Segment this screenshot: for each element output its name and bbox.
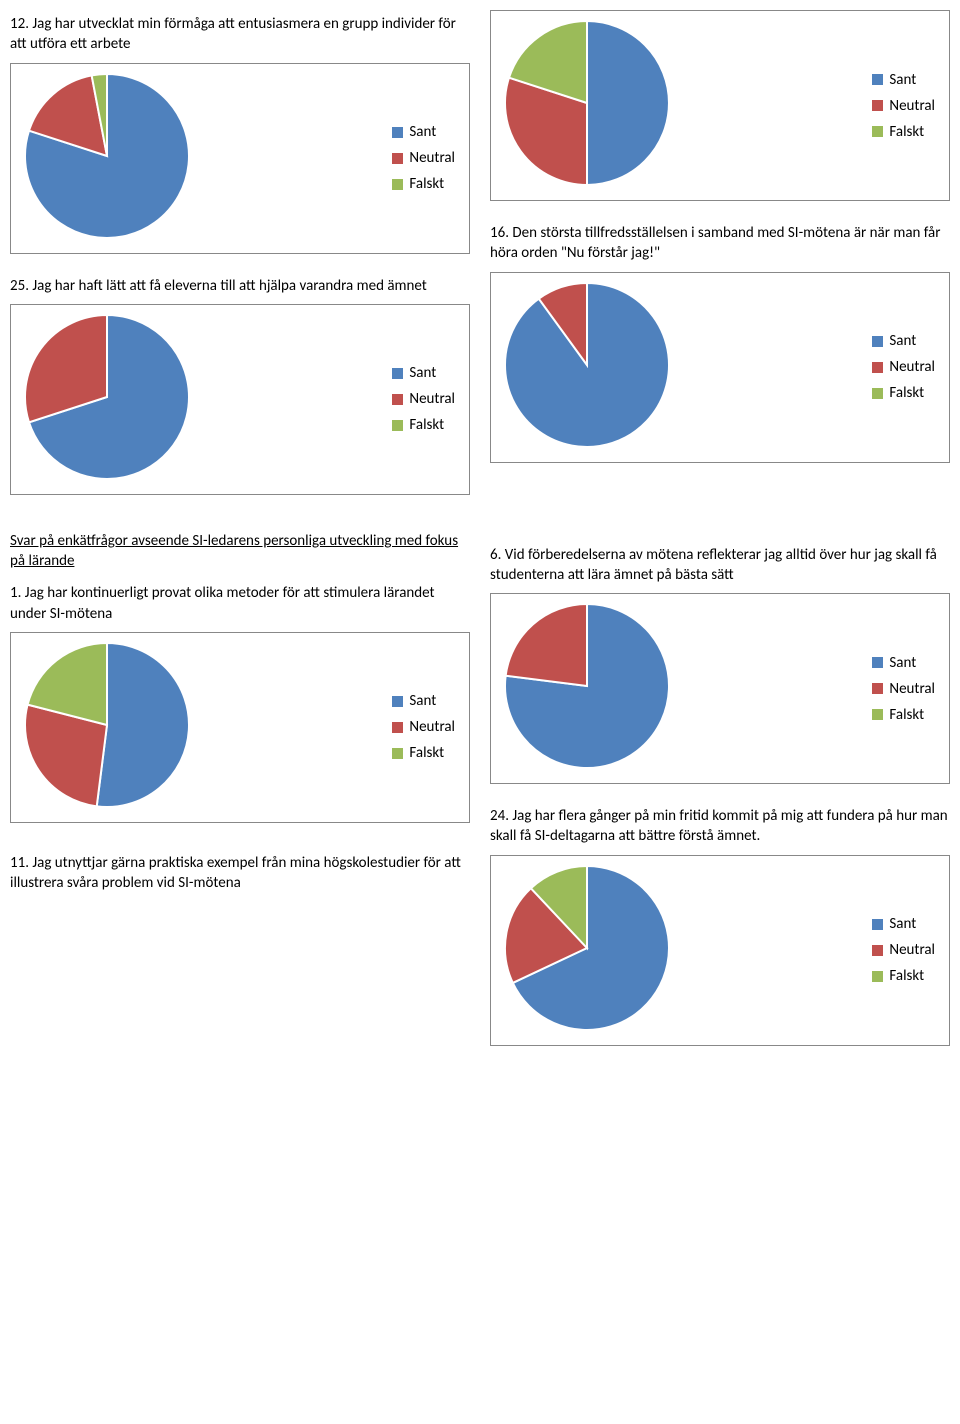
falskt-swatch <box>872 971 883 982</box>
q25-legend: Sant Neutral Falskt <box>392 364 455 434</box>
legend-label-falskt: Falskt <box>409 416 444 434</box>
legend-label-neutral: Neutral <box>409 390 455 408</box>
q12-text: 12. Jag har utvecklat min förmåga att en… <box>10 14 470 55</box>
legend-label-sant: Sant <box>409 364 436 382</box>
legend-item-neutral: Neutral <box>872 358 935 376</box>
legend-label-falskt: Falskt <box>889 123 924 141</box>
legend-label-falskt: Falskt <box>889 706 924 724</box>
legend-item-sant: Sant <box>872 654 935 672</box>
legend-item-neutral: Neutral <box>392 718 455 736</box>
legend-item-sant: Sant <box>872 332 935 350</box>
legend-label-sant: Sant <box>889 654 916 672</box>
q24-text: 24. Jag har flera gånger på min fritid k… <box>490 806 950 847</box>
legend-item-falskt: Falskt <box>872 706 935 724</box>
qtop-legend: Sant Neutral Falskt <box>872 71 935 141</box>
qtop-pie <box>505 21 669 190</box>
legend-label-sant: Sant <box>889 915 916 933</box>
q16-pie <box>505 283 669 452</box>
legend-label-sant: Sant <box>409 123 436 141</box>
legend-label-neutral: Neutral <box>889 358 935 376</box>
q12-legend: Sant Neutral Falskt <box>392 123 455 193</box>
legend-item-sant: Sant <box>872 915 935 933</box>
q1-pie <box>25 643 189 812</box>
q6-legend: Sant Neutral Falskt <box>872 654 935 724</box>
falskt-swatch <box>392 420 403 431</box>
legend-item-falskt: Falskt <box>392 416 455 434</box>
sant-swatch <box>392 127 403 138</box>
legend-label-sant: Sant <box>889 332 916 350</box>
q25-chart: Sant Neutral Falskt <box>10 304 470 495</box>
q25-pie <box>25 315 189 484</box>
legend-label-falskt: Falskt <box>889 384 924 402</box>
neutral-swatch <box>392 722 403 733</box>
legend-item-falskt: Falskt <box>872 123 935 141</box>
legend-label-sant: Sant <box>889 71 916 89</box>
legend-item-neutral: Neutral <box>872 680 935 698</box>
sant-swatch <box>872 74 883 85</box>
legend-label-neutral: Neutral <box>409 718 455 736</box>
neutral-swatch <box>872 945 883 956</box>
q24-chart: Sant Neutral Falskt <box>490 855 950 1046</box>
falskt-swatch <box>872 388 883 399</box>
legend-label-falskt: Falskt <box>889 967 924 985</box>
q24-legend: Sant Neutral Falskt <box>872 915 935 985</box>
q12-pie <box>25 74 189 243</box>
legend-label-sant: Sant <box>409 692 436 710</box>
right-column: Sant Neutral Falskt 16. Den största tillfr… <box>490 10 950 1064</box>
legend-item-neutral: Neutral <box>872 97 935 115</box>
q16-legend: Sant Neutral Falskt <box>872 332 935 402</box>
legend-label-falskt: Falskt <box>409 175 444 193</box>
sant-swatch <box>872 336 883 347</box>
legend-label-falskt: Falskt <box>409 744 444 762</box>
legend-label-neutral: Neutral <box>889 97 935 115</box>
legend-label-neutral: Neutral <box>409 149 455 167</box>
q6-text: 6. Vid förberedelserna av mötena reflekt… <box>490 545 950 586</box>
neutral-swatch <box>392 394 403 405</box>
legend-label-neutral: Neutral <box>889 941 935 959</box>
sant-swatch <box>872 657 883 668</box>
q16-chart: Sant Neutral Falskt <box>490 272 950 463</box>
legend-item-neutral: Neutral <box>392 149 455 167</box>
q6-pie <box>505 604 669 773</box>
falskt-swatch <box>872 126 883 137</box>
q6-chart: Sant Neutral Falskt <box>490 593 950 784</box>
neutral-swatch <box>872 100 883 111</box>
q11-text: 11. Jag utnyttjar gärna praktiska exempe… <box>10 853 470 894</box>
legend-item-neutral: Neutral <box>872 941 935 959</box>
neutral-swatch <box>872 362 883 373</box>
legend-label-neutral: Neutral <box>889 680 935 698</box>
left-column: 12. Jag har utvecklat min förmåga att en… <box>10 10 470 1064</box>
falskt-swatch <box>392 748 403 759</box>
legend-item-sant: Sant <box>392 364 455 382</box>
sant-swatch <box>392 368 403 379</box>
legend-item-sant: Sant <box>872 71 935 89</box>
falskt-swatch <box>392 179 403 190</box>
neutral-swatch <box>392 153 403 164</box>
legend-item-falskt: Falskt <box>392 175 455 193</box>
q12-chart: Sant Neutral Falskt <box>10 63 470 254</box>
falskt-swatch <box>872 709 883 720</box>
heading-larande: Svar på enkätfrågor avseende SI-ledarens… <box>10 531 470 572</box>
q25-text: 25. Jag har haft lätt att få eleverna ti… <box>10 276 470 296</box>
q16-text: 16. Den största tillfredsställelsen i sa… <box>490 223 950 264</box>
qtop-chart: Sant Neutral Falskt <box>490 10 950 201</box>
q1-text: 1. Jag har kontinuerligt provat olika me… <box>10 583 470 624</box>
legend-item-neutral: Neutral <box>392 390 455 408</box>
legend-item-falskt: Falskt <box>392 744 455 762</box>
neutral-swatch <box>872 683 883 694</box>
q24-pie <box>505 866 669 1035</box>
legend-item-falskt: Falskt <box>872 967 935 985</box>
legend-item-falskt: Falskt <box>872 384 935 402</box>
q1-legend: Sant Neutral Falskt <box>392 692 455 762</box>
legend-item-sant: Sant <box>392 123 455 141</box>
legend-item-sant: Sant <box>392 692 455 710</box>
sant-swatch <box>872 919 883 930</box>
sant-swatch <box>392 696 403 707</box>
q1-chart: Sant Neutral Falskt <box>10 632 470 823</box>
